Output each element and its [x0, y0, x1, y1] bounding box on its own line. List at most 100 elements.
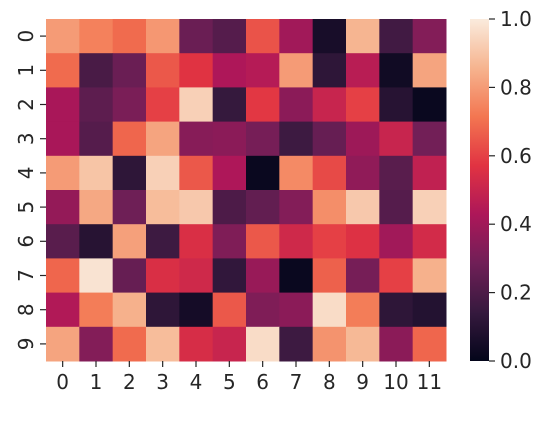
heatmap-cell-r5-c5	[212, 190, 247, 225]
y-tick-label: 6	[14, 235, 38, 248]
heatmap-cell-r9-c11	[412, 326, 447, 362]
heatmap-cell-r2-c0	[46, 87, 80, 123]
y-tick-label: 4	[14, 167, 38, 180]
heatmap-cell-r2-c8	[312, 87, 347, 123]
heatmap-cell-r9-c9	[346, 326, 380, 362]
heatmap-cell-r2-c10	[379, 87, 414, 123]
heatmap-cell-r7-c7	[279, 258, 314, 294]
heatmap-cell-r1-c2	[112, 53, 147, 88]
heatmap-cell-r7-c3	[146, 258, 180, 294]
heatmap-cell-r1-c7	[279, 53, 314, 88]
heatmap-cell-r9-c1	[79, 326, 114, 362]
heatmap-cell-r5-c3	[146, 190, 180, 225]
heatmap-cell-r8-c5	[212, 292, 247, 328]
x-tick-label: 2	[123, 370, 136, 394]
heatmap-cell-r7-c6	[246, 258, 280, 294]
heatmap-cell-r7-c4	[179, 258, 214, 294]
heatmap-cell-r3-c3	[146, 121, 180, 157]
heatmap-cell-r0-c11	[412, 19, 447, 54]
colorbar-tick-label: 0.8	[500, 75, 532, 99]
heatmap-cell-r6-c10	[379, 224, 414, 259]
heatmap-cell-r5-c4	[179, 190, 214, 225]
x-tick-label: 1	[90, 370, 103, 394]
heatmap-cell-r1-c3	[146, 53, 180, 88]
heatmap-cell-r1-c8	[312, 53, 347, 88]
heatmap-cell-r0-c4	[179, 19, 214, 54]
heatmap-cell-r4-c9	[346, 155, 380, 191]
heatmap-cell-r7-c2	[112, 258, 147, 294]
x-tick-label: 8	[323, 370, 336, 394]
heatmap-cell-r0-c5	[212, 19, 247, 54]
heatmap-cell-r6-c9	[346, 224, 380, 259]
heatmap-cell-r1-c9	[346, 53, 380, 88]
heatmap-cell-r1-c6	[246, 53, 280, 88]
heatmap-cell-r4-c4	[179, 155, 214, 191]
x-tick-label: 7	[290, 370, 303, 394]
heatmap-cell-r1-c10	[379, 53, 414, 88]
y-tick-label: 0	[14, 30, 38, 43]
heatmap-cell-r5-c9	[346, 190, 380, 225]
heatmap-cell-r3-c9	[346, 121, 380, 157]
colorbar-tick-label: 1.0	[500, 7, 532, 31]
heatmap-cell-r8-c11	[412, 292, 447, 328]
colorbar-tick-label: 0.0	[500, 349, 532, 373]
heatmap-cell-r9-c0	[46, 326, 80, 362]
heatmap-cell-r3-c1	[79, 121, 114, 157]
heatmap-cell-r8-c2	[112, 292, 147, 328]
heatmap-cell-r0-c9	[346, 19, 380, 54]
heatmap-cell-r4-c1	[79, 155, 114, 191]
heatmap-cell-r6-c4	[179, 224, 214, 259]
heatmap-cell-r2-c3	[146, 87, 180, 123]
heatmap-cell-r2-c2	[112, 87, 147, 123]
heatmap-cell-r0-c8	[312, 19, 347, 54]
heatmap-cell-r7-c10	[379, 258, 414, 294]
heatmap-cell-r8-c9	[346, 292, 380, 328]
heatmap-cell-r9-c5	[212, 326, 247, 362]
heatmap-cell-r2-c5	[212, 87, 247, 123]
y-tick-label: 2	[14, 98, 38, 111]
heatmap-cell-r0-c10	[379, 19, 414, 54]
heatmap-cell-r8-c4	[179, 292, 214, 328]
heatmap-cell-r3-c2	[112, 121, 147, 157]
heatmap-cell-r2-c11	[412, 87, 447, 123]
heatmap-cell-r2-c9	[346, 87, 380, 123]
heatmap-cell-r2-c4	[179, 87, 214, 123]
colorbar-tick-label: 0.2	[500, 281, 532, 305]
heatmap-cell-r4-c7	[279, 155, 314, 191]
heatmap-cell-r0-c7	[279, 19, 314, 54]
heatmap-cell-r8-c10	[379, 292, 414, 328]
heatmap-cell-r6-c6	[246, 224, 280, 259]
heatmap-cell-r7-c5	[212, 258, 247, 294]
y-tick-label: 9	[14, 338, 38, 351]
heatmap-cell-r5-c2	[112, 190, 147, 225]
heatmap-cell-r8-c8	[312, 292, 347, 328]
heatmap-cell-r9-c4	[179, 326, 214, 362]
y-axis: 0 1 2 3 4 5 6 7 8 9	[14, 30, 46, 351]
heatmap-cell-r8-c6	[246, 292, 280, 328]
heatmap-cell-r3-c4	[179, 121, 214, 157]
x-tick-label: 0	[56, 370, 69, 394]
heatmap-cell-r4-c0	[46, 155, 80, 191]
heatmap-cell-r1-c0	[46, 53, 80, 88]
x-tick-label: 3	[156, 370, 169, 394]
heatmap-cell-r6-c0	[46, 224, 80, 259]
heatmap-cell-r6-c8	[312, 224, 347, 259]
heatmap-cell-r1-c4	[179, 53, 214, 88]
heatmap-cell-r0-c0	[46, 19, 80, 54]
x-tick-label: 10	[383, 370, 408, 394]
x-tick-label: 5	[223, 370, 236, 394]
colorbar-tick-label: 0.6	[500, 144, 532, 168]
heatmap-cells	[46, 19, 447, 362]
heatmap-cell-r4-c6	[246, 155, 280, 191]
heatmap-cell-r8-c7	[279, 292, 314, 328]
heatmap-cell-r2-c7	[279, 87, 314, 123]
heatmap-cell-r9-c6	[246, 326, 280, 362]
y-tick-label: 3	[14, 132, 38, 145]
heatmap-cell-r9-c8	[312, 326, 347, 362]
heatmap-cell-r9-c7	[279, 326, 314, 362]
x-tick-label: 6	[256, 370, 269, 394]
heatmap-cell-r9-c10	[379, 326, 414, 362]
y-tick-label: 5	[14, 201, 38, 214]
heatmap-cell-r1-c11	[412, 53, 447, 88]
x-axis: 0 1 2 3 4 5 6 7 8 9 10 11	[56, 361, 442, 394]
